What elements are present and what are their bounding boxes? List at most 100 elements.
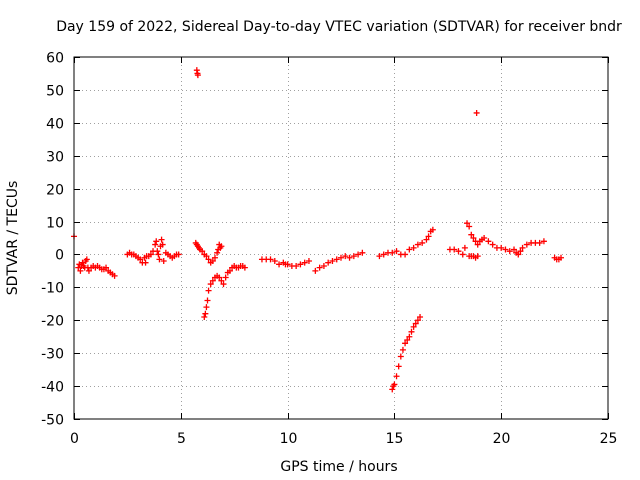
data-point-marker (155, 251, 162, 258)
data-point-marker (498, 244, 505, 251)
data-point-marker (79, 259, 86, 266)
data-point-marker (523, 241, 530, 248)
data-point-marker (393, 248, 400, 255)
data-point-marker (276, 261, 283, 268)
data-point-marker (320, 262, 327, 269)
data-point-marker (158, 236, 165, 243)
data-point-marker (408, 328, 415, 335)
y-tick-label: 10 (46, 216, 64, 232)
x-tick-label: 25 (600, 431, 618, 447)
data-point-marker (160, 258, 167, 265)
data-point-marker (419, 239, 426, 246)
data-point-marker (203, 304, 210, 311)
x-tick-label: 20 (493, 431, 511, 447)
y-tick-label: 50 (46, 84, 64, 100)
data-point-marker (203, 253, 210, 260)
data-point-marker (414, 317, 421, 324)
data-point-marker (402, 340, 409, 347)
x-tick-label: 15 (386, 431, 404, 447)
data-point-marker (77, 267, 84, 274)
data-point-marker (209, 277, 216, 284)
data-point-marker (111, 272, 118, 279)
y-tick-label: -50 (41, 413, 64, 429)
data-point-marker (395, 363, 402, 370)
data-point-marker (489, 241, 496, 248)
data-point-marker (211, 254, 218, 261)
y-tick-label: 40 (46, 117, 64, 133)
data-point-marker (406, 333, 413, 340)
data-point-marker (417, 313, 424, 320)
data-point-marker (461, 244, 468, 251)
chart-title: Day 159 of 2022, Sidereal Day-to-day VTE… (56, 19, 622, 35)
data-point-marker (218, 243, 225, 250)
data-point-marker (201, 313, 208, 320)
y-tick-label: -30 (41, 347, 64, 363)
data-point-marker (515, 251, 522, 258)
data-point-marker (85, 267, 92, 274)
data-point-marker (485, 238, 492, 245)
data-point-marker (293, 262, 300, 269)
data-point-marker (271, 258, 278, 265)
data-point-marker (346, 254, 353, 261)
x-tick-label: 10 (280, 431, 298, 447)
data-point-marker (536, 239, 543, 246)
data-point-marker (220, 281, 227, 288)
data-point-marker (325, 259, 332, 266)
data-point-marker (329, 258, 336, 265)
x-axis-label: GPS time / hours (280, 459, 397, 475)
data-point-marker (342, 253, 349, 260)
axis-ticks: -50 -40 -30 -20 -10 0 10 20 30 40 50 60 0 5 10 15 20 25 (41, 51, 617, 448)
data-point-marker (199, 248, 206, 255)
data-point-marker (75, 264, 82, 271)
data-point-marker (152, 241, 159, 248)
data-point-marker (159, 241, 166, 248)
y-tick-label: -20 (41, 314, 64, 330)
data-point-marker (333, 256, 340, 263)
data-point-marker (241, 264, 248, 271)
data-point-marker (455, 248, 462, 255)
y-tick-label: -40 (41, 380, 64, 396)
data-point-marker (137, 256, 144, 263)
data-point-marker (473, 109, 480, 116)
data-point-marker (397, 353, 404, 360)
data-point-marker (216, 274, 223, 281)
data-point-marker (222, 274, 229, 281)
data-point-marker (481, 235, 488, 241)
data-point-marker (474, 241, 481, 248)
data-point-marker (380, 251, 387, 258)
data-point-marker (464, 220, 471, 227)
data-point-marker (558, 254, 565, 261)
data-point-marker (399, 346, 406, 353)
data-point-marker (226, 267, 233, 274)
data-point-marker (389, 249, 396, 256)
data-point-marker (474, 253, 481, 260)
y-tick-label: 0 (55, 248, 64, 264)
data-point-marker (376, 253, 383, 260)
data-point-marker (355, 251, 362, 258)
data-point-marker (175, 251, 182, 258)
data-point-marker (301, 259, 308, 266)
data-point-marker (205, 287, 212, 294)
data-point-marker (218, 277, 225, 284)
data-point-marker (468, 231, 475, 238)
data-point-marker (205, 256, 212, 263)
data-point-marker (297, 261, 304, 268)
data-point-marker (202, 310, 209, 317)
data-points (71, 67, 565, 393)
data-point-marker (459, 251, 466, 258)
data-point-marker (404, 337, 411, 344)
data-point-marker (410, 244, 417, 251)
data-point-marker (142, 259, 149, 266)
data-point-marker (359, 249, 366, 256)
data-point-marker (466, 223, 473, 230)
data-point-marker (519, 244, 526, 251)
data-point-marker (153, 238, 160, 245)
data-point-marker (402, 251, 409, 258)
data-point-marker (83, 256, 90, 263)
data-point-marker (406, 246, 413, 253)
y-tick-label: 60 (46, 51, 64, 67)
data-point-marker (284, 261, 291, 268)
data-point-marker (414, 241, 421, 248)
y-axis-label: SDTVAR / TECUs (5, 181, 21, 296)
